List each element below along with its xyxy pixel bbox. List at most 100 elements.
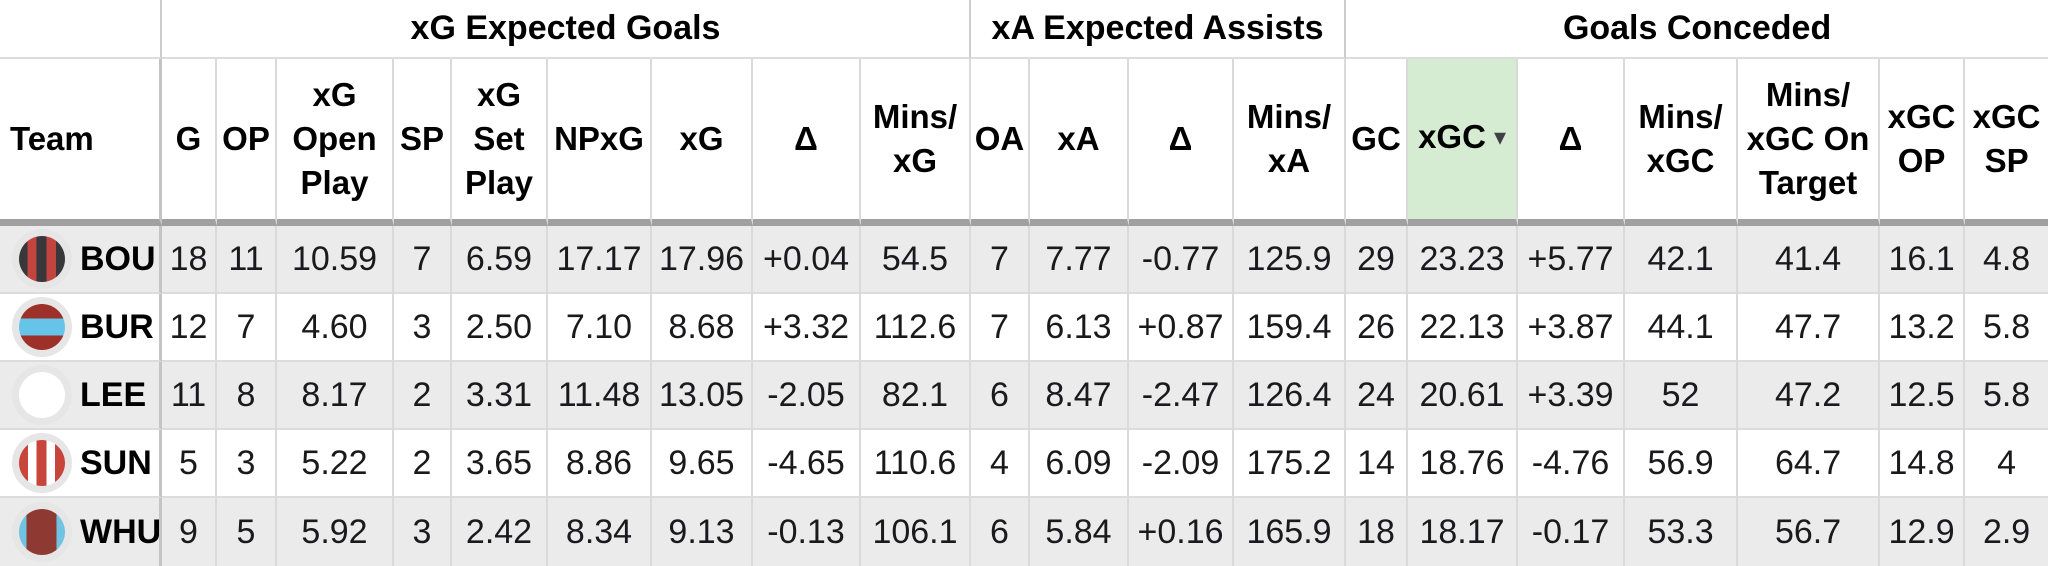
col-header-oa[interactable]: OA bbox=[971, 59, 1030, 226]
stat-cell: 52 bbox=[1625, 362, 1739, 430]
stat-cell: 14.8 bbox=[1880, 430, 1966, 498]
col-header-xgc-op[interactable]: xGC OP bbox=[1880, 59, 1966, 226]
team-badge-whu bbox=[19, 509, 65, 555]
stat-cell: 125.9 bbox=[1234, 226, 1347, 294]
stat-cell: 23.23 bbox=[1408, 226, 1519, 294]
stat-cell: 4 bbox=[971, 430, 1030, 498]
stat-cell: 6 bbox=[971, 362, 1030, 430]
team-badge-sun bbox=[19, 440, 65, 486]
stat-cell: 126.4 bbox=[1234, 362, 1347, 430]
stat-cell: 11 bbox=[217, 226, 277, 294]
stat-cell: 44.1 bbox=[1625, 294, 1739, 362]
stat-cell: 13.2 bbox=[1880, 294, 1966, 362]
stat-cell: 5.8 bbox=[1965, 362, 2048, 430]
group-header-goals-conceded: Goals Conceded bbox=[1346, 0, 2048, 59]
stat-cell: 8.86 bbox=[548, 430, 652, 498]
col-header-gc[interactable]: GC bbox=[1346, 59, 1409, 226]
col-header-xg-set-play[interactable]: xG Set Play bbox=[452, 59, 548, 226]
stat-cell: 47.7 bbox=[1738, 294, 1881, 362]
col-header-mins-per-xgc-on-target[interactable]: Mins/ xGC On Target bbox=[1738, 59, 1881, 226]
stat-cell: -4.76 bbox=[1518, 430, 1626, 498]
stat-cell: -0.17 bbox=[1518, 498, 1626, 566]
stat-cell: 3 bbox=[394, 498, 452, 566]
stat-cell: -2.05 bbox=[753, 362, 861, 430]
col-header-sp[interactable]: SP bbox=[394, 59, 452, 226]
team-cell[interactable]: WHU bbox=[0, 498, 162, 566]
stat-cell: -2.47 bbox=[1129, 362, 1234, 430]
stat-cell: 82.1 bbox=[861, 362, 971, 430]
stat-cell: 7 bbox=[971, 294, 1030, 362]
stat-cell: 16.1 bbox=[1880, 226, 1966, 294]
stat-cell: 9 bbox=[162, 498, 217, 566]
col-header-delta-xg[interactable]: Δ bbox=[753, 59, 861, 226]
col-header-mins-per-xa[interactable]: Mins/ xA bbox=[1234, 59, 1347, 226]
col-header-xgc[interactable]: xGC ▾ bbox=[1408, 59, 1519, 226]
stat-cell: 64.7 bbox=[1738, 430, 1881, 498]
stat-cell: 7 bbox=[217, 294, 277, 362]
col-header-npxg[interactable]: NPxG bbox=[548, 59, 652, 226]
stat-cell: 11 bbox=[162, 362, 217, 430]
stat-cell: 6 bbox=[971, 498, 1030, 566]
team-cell[interactable]: BUR bbox=[0, 294, 162, 362]
table-row: BUR 12 7 4.60 3 2.50 7.10 8.68 +3.32 112… bbox=[0, 294, 2048, 362]
stat-cell: -0.77 bbox=[1129, 226, 1234, 294]
col-header-g[interactable]: G bbox=[162, 59, 217, 226]
col-header-delta-xa[interactable]: Δ bbox=[1129, 59, 1234, 226]
group-header-row: xG Expected Goals xA Expected Assists Go… bbox=[0, 0, 2048, 59]
stat-cell: 5 bbox=[162, 430, 217, 498]
stat-cell: 3.65 bbox=[452, 430, 548, 498]
stat-cell: 18.17 bbox=[1408, 498, 1519, 566]
team-badge-bur bbox=[19, 304, 65, 350]
col-header-xg[interactable]: xG bbox=[652, 59, 753, 226]
stat-cell: +0.04 bbox=[753, 226, 861, 294]
stat-cell: 2.50 bbox=[452, 294, 548, 362]
col-header-delta-xgc[interactable]: Δ bbox=[1518, 59, 1626, 226]
stat-cell: 159.4 bbox=[1234, 294, 1347, 362]
team-abbreviation: BUR bbox=[80, 307, 154, 346]
stat-cell: 7 bbox=[394, 226, 452, 294]
stat-cell: 12 bbox=[162, 294, 217, 362]
stat-cell: 41.4 bbox=[1738, 226, 1881, 294]
col-header-xg-open-play[interactable]: xG Open Play bbox=[277, 59, 394, 226]
stat-cell: 112.6 bbox=[861, 294, 971, 362]
stat-cell: 9.13 bbox=[652, 498, 753, 566]
col-header-mins-per-xg[interactable]: Mins/ xG bbox=[861, 59, 971, 226]
group-header-xa: xA Expected Assists bbox=[971, 0, 1347, 59]
stat-cell: 3.31 bbox=[452, 362, 548, 430]
team-abbreviation: LEE bbox=[80, 375, 147, 414]
stat-cell: 54.5 bbox=[861, 226, 971, 294]
stat-cell: 5.22 bbox=[277, 430, 394, 498]
stat-cell: 2 bbox=[394, 362, 452, 430]
col-header-xgc-sp[interactable]: xGC SP bbox=[1965, 59, 2048, 226]
stat-cell: 5.8 bbox=[1965, 294, 2048, 362]
stat-cell: 56.9 bbox=[1625, 430, 1739, 498]
group-header-blank bbox=[0, 0, 162, 59]
team-cell[interactable]: BOU bbox=[0, 226, 162, 294]
table-row: SUN 5 3 5.22 2 3.65 8.86 9.65 -4.65 110.… bbox=[0, 430, 2048, 498]
team-cell[interactable]: SUN bbox=[0, 430, 162, 498]
team-cell[interactable]: LEE bbox=[0, 362, 162, 430]
stat-cell: 5.84 bbox=[1030, 498, 1129, 566]
col-header-xa[interactable]: xA bbox=[1030, 59, 1129, 226]
stat-cell: 2.42 bbox=[452, 498, 548, 566]
stat-cell: 8.47 bbox=[1030, 362, 1129, 430]
stat-cell: 175.2 bbox=[1234, 430, 1347, 498]
stat-cell: 2.9 bbox=[1965, 498, 2048, 566]
stat-cell: 2 bbox=[394, 430, 452, 498]
team-abbreviation: WHU bbox=[80, 512, 162, 551]
stat-cell: 20.61 bbox=[1408, 362, 1519, 430]
col-header-mins-per-xgc[interactable]: Mins/ xGC bbox=[1625, 59, 1739, 226]
stat-cell: -4.65 bbox=[753, 430, 861, 498]
col-header-team[interactable]: Team bbox=[0, 59, 162, 226]
stat-cell: 7.77 bbox=[1030, 226, 1129, 294]
col-header-op[interactable]: OP bbox=[217, 59, 277, 226]
stat-cell: 11.48 bbox=[548, 362, 652, 430]
stat-cell: +0.87 bbox=[1129, 294, 1234, 362]
stat-cell: 106.1 bbox=[861, 498, 971, 566]
column-header-row: Team G OP xG Open Play SP xG Set Play NP… bbox=[0, 59, 2048, 226]
stat-cell: 6.09 bbox=[1030, 430, 1129, 498]
team-badge-lee bbox=[19, 372, 65, 418]
stat-cell: +3.87 bbox=[1518, 294, 1626, 362]
